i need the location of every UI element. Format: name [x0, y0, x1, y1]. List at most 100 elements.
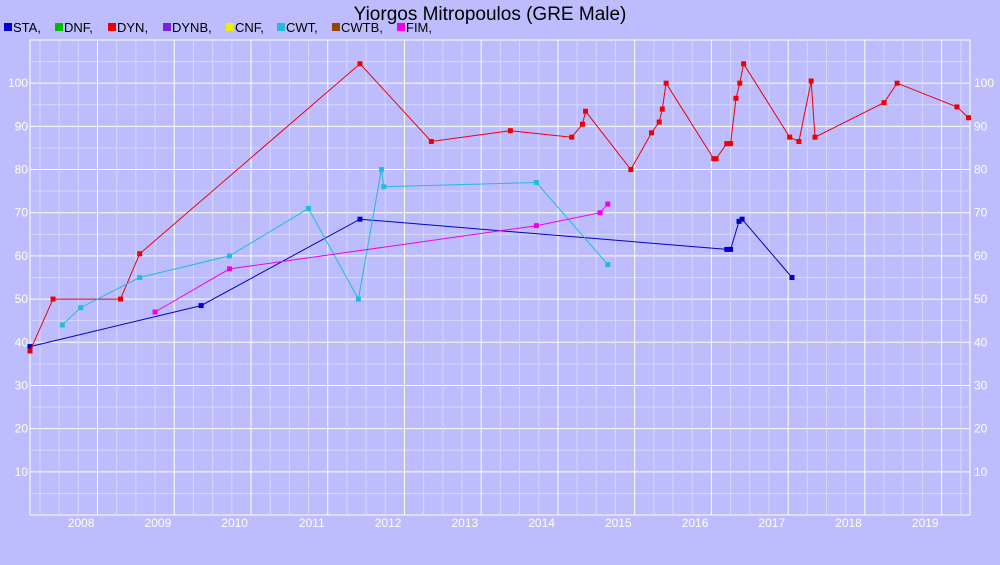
x-tick-label: 2008	[68, 516, 95, 530]
legend-swatch	[277, 23, 285, 31]
legend-swatch	[397, 23, 405, 31]
series-layer	[27, 61, 971, 354]
data-point-dyn	[357, 61, 363, 67]
legend: STA, DNF, DYN, DYNB, CNF, CWT, CWTB, FIM,	[4, 20, 432, 35]
y-tick-label-left: 70	[15, 206, 29, 220]
y-tick-label-right: 90	[974, 119, 988, 133]
data-point-dyn	[428, 138, 434, 144]
legend-label: DYN,	[117, 20, 148, 35]
data-point-dyn	[894, 80, 900, 86]
data-point-dyn	[965, 115, 971, 121]
legend-label: STA,	[13, 20, 41, 35]
y-tick-label-left: 50	[15, 292, 29, 306]
data-point-dyn	[137, 251, 143, 257]
legend-label: DYNB,	[172, 20, 212, 35]
data-point-dyn	[656, 119, 662, 125]
legend-swatch	[4, 23, 12, 31]
data-point-dyn	[796, 138, 802, 144]
data-point-dyn	[954, 104, 960, 110]
data-point-cwt	[78, 305, 84, 311]
data-point-sta	[357, 216, 363, 222]
data-point-dyn	[569, 134, 575, 140]
x-tick-label: 2014	[528, 516, 555, 530]
data-point-sta	[739, 216, 745, 222]
series-dyn	[27, 61, 971, 354]
data-point-dyn	[733, 95, 739, 101]
y-tick-label-right: 50	[974, 292, 988, 306]
series-line-fim	[154, 203, 609, 313]
y-tick-label-right: 80	[974, 163, 988, 177]
data-point-dyn	[812, 134, 818, 140]
y-tick-label-right: 20	[974, 422, 988, 436]
data-point-sta	[789, 275, 795, 280]
y-tick-label-left: 90	[15, 119, 29, 133]
data-point-fim	[152, 309, 158, 315]
legend-swatch	[55, 23, 63, 31]
data-point-dyn	[787, 134, 793, 140]
data-point-sta	[198, 303, 204, 309]
data-point-cwt	[306, 205, 312, 211]
y-tick-label-left: 20	[15, 422, 29, 436]
legend-swatch	[226, 23, 234, 31]
y-tick-label-right: 10	[974, 465, 988, 479]
data-point-sta	[27, 344, 33, 350]
data-point-dyn	[663, 80, 669, 86]
legend-label: DNF,	[64, 20, 93, 35]
x-tick-label: 2019	[912, 516, 939, 530]
legend-swatch	[163, 23, 171, 31]
data-point-sta	[736, 218, 742, 224]
data-point-dyn	[741, 61, 747, 67]
data-point-fim	[227, 266, 233, 272]
x-tick-label: 2010	[221, 516, 248, 530]
series-line-cwt	[61, 169, 609, 326]
series-sta	[27, 216, 795, 350]
data-point-dyn	[27, 348, 33, 354]
series-line-sta	[29, 218, 793, 348]
data-point-dyn	[507, 128, 513, 134]
data-point-dyn	[118, 296, 124, 302]
data-point-dyn	[628, 167, 634, 173]
legend-label: CWTB,	[341, 20, 383, 35]
data-point-dyn	[659, 106, 665, 112]
data-point-dyn	[728, 141, 734, 147]
data-point-dyn	[724, 141, 730, 147]
y-tick-label-left: 40	[15, 335, 29, 349]
y-tick-label-left: 100	[8, 76, 28, 90]
data-point-cwt	[533, 180, 539, 185]
x-tick-label: 2017	[758, 516, 785, 530]
legend-swatch	[108, 23, 116, 31]
data-point-cwt	[59, 322, 65, 328]
y-tick-label-left: 80	[15, 163, 29, 177]
data-point-dyn	[50, 296, 56, 302]
axes: 10 10 20 20 30 30 40 40 50 50 60 60 70 70 80 80 90 90 100 1…	[8, 76, 994, 530]
grid	[29, 39, 971, 516]
x-tick-label: 2018	[835, 516, 862, 530]
y-tick-label-right: 60	[974, 249, 988, 263]
data-point-fim	[597, 210, 603, 216]
y-tick-label-right: 40	[974, 335, 988, 349]
data-point-cwt	[137, 275, 143, 280]
data-point-dyn	[808, 78, 814, 84]
chart-title: Yiorgos Mitropoulos (GRE Male)	[354, 4, 627, 25]
data-point-cwt	[355, 296, 361, 302]
x-tick-label: 2012	[375, 516, 402, 530]
x-tick-label: 2015	[605, 516, 632, 530]
data-point-cwt	[605, 262, 611, 268]
data-point-dyn	[881, 100, 887, 106]
y-tick-label-right: 70	[974, 206, 988, 220]
series-cwt	[59, 167, 611, 328]
data-point-dyn	[649, 130, 655, 136]
data-point-dyn	[713, 156, 719, 162]
data-point-cwt	[378, 167, 384, 173]
data-point-fim	[533, 223, 539, 229]
series-fim	[152, 201, 611, 315]
data-point-dyn	[579, 121, 585, 127]
legend-swatch	[332, 23, 340, 31]
legend-label: FIM,	[406, 20, 432, 35]
data-point-cwt	[381, 184, 387, 190]
y-tick-label-right: 30	[974, 378, 988, 392]
series-line-dyn	[29, 62, 969, 352]
data-point-fim	[605, 201, 611, 207]
y-tick-label-left: 10	[15, 465, 29, 479]
